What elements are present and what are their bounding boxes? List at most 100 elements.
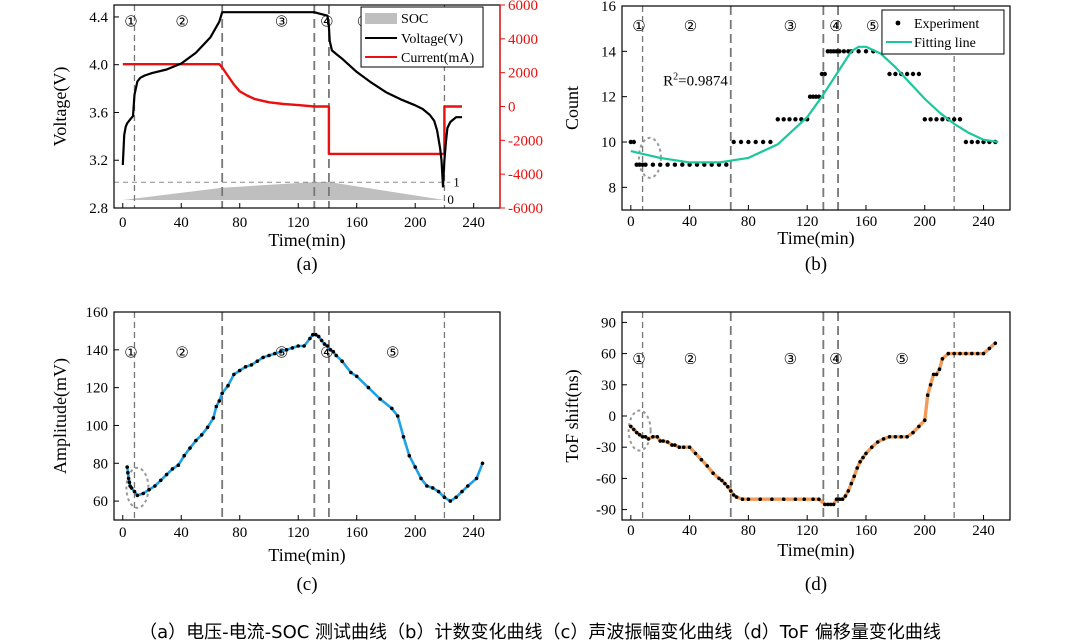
x-axis-label: Time(min) bbox=[268, 545, 345, 566]
tof-point bbox=[917, 424, 921, 429]
plot-frame bbox=[621, 311, 1011, 521]
stage-label: ④ bbox=[320, 14, 333, 30]
y-tick-label: 2.8 bbox=[89, 201, 108, 217]
tof-point bbox=[643, 435, 648, 439]
experiment-point bbox=[694, 162, 700, 167]
tof-point bbox=[770, 497, 774, 502]
experiment-point bbox=[687, 162, 692, 167]
amplitude-point bbox=[401, 435, 406, 439]
amplitude-point bbox=[135, 493, 140, 498]
tof-point bbox=[946, 351, 951, 356]
y-tick-label: 60 bbox=[601, 347, 616, 363]
x-tick-label: 40 bbox=[682, 523, 697, 539]
experiment-point bbox=[746, 139, 751, 145]
y2-tick-label: 4000 bbox=[508, 32, 538, 48]
experiment-point bbox=[934, 117, 939, 122]
tof-point bbox=[840, 497, 845, 502]
x-tick-label: 240 bbox=[972, 214, 995, 230]
legend-box bbox=[881, 9, 1005, 55]
tof-point bbox=[934, 372, 939, 377]
amplitude-point bbox=[164, 472, 169, 477]
tof-point bbox=[711, 471, 715, 476]
y-tick-label: 0 bbox=[609, 409, 617, 425]
amplitude-point bbox=[425, 484, 429, 488]
experiment-point bbox=[904, 71, 910, 77]
tof-point bbox=[923, 418, 927, 423]
tof-point bbox=[681, 445, 686, 450]
amplitude-point bbox=[430, 486, 435, 490]
stage-label: ⑤ bbox=[386, 345, 399, 361]
tof-point bbox=[729, 489, 733, 493]
experiment-point bbox=[658, 162, 663, 167]
amplitude-point bbox=[243, 365, 248, 369]
y-tick-label: 3.2 bbox=[89, 153, 108, 169]
tof-point bbox=[640, 435, 645, 439]
tof-point bbox=[726, 484, 730, 489]
y-tick-label: 4.4 bbox=[89, 10, 108, 26]
legend-soc-swatch bbox=[365, 13, 398, 24]
tof-point bbox=[823, 502, 827, 507]
tof-point bbox=[705, 464, 709, 468]
x-tick-label: 80 bbox=[741, 523, 756, 539]
y-tick-label: 3.6 bbox=[89, 105, 108, 121]
amplitude-point bbox=[176, 463, 181, 468]
y-tick-label: 120 bbox=[86, 381, 109, 397]
chart-d: ① ② ③ ④ ⑤ 0 40 80 120 160 200 240 -90 -60 -30 0 30 60 90 Ti… bbox=[562, 311, 1011, 595]
tof-point bbox=[834, 497, 839, 502]
soc-area bbox=[122, 182, 445, 200]
tof-point bbox=[905, 435, 909, 439]
x-tick-label: 160 bbox=[855, 214, 878, 230]
tof-point bbox=[925, 393, 930, 398]
tof-point bbox=[931, 372, 936, 377]
tof-point bbox=[937, 367, 942, 372]
experiment-point bbox=[822, 71, 827, 77]
experiment-point bbox=[680, 162, 685, 167]
amplitude-point bbox=[322, 342, 327, 346]
amplitude-point bbox=[170, 467, 175, 471]
tof-point bbox=[720, 478, 724, 483]
x-tick-label: 40 bbox=[174, 525, 189, 541]
tof-point bbox=[817, 497, 821, 502]
experiment-point bbox=[916, 71, 922, 77]
legend-voltage-label: Voltage(V) bbox=[401, 32, 463, 47]
experiment-point bbox=[760, 139, 766, 145]
amplitude-point bbox=[390, 406, 394, 411]
tof-point bbox=[632, 427, 636, 432]
x-tick-label: 160 bbox=[345, 525, 368, 541]
x-axis-label: Time(min) bbox=[777, 228, 854, 249]
x-tick-label: 200 bbox=[404, 525, 427, 541]
y-tick-label: 8 bbox=[609, 180, 617, 196]
experiment-point bbox=[753, 139, 758, 145]
y-axis-label: ToF shift(ns) bbox=[562, 369, 583, 462]
experiment-point bbox=[940, 117, 945, 122]
amplitude-point bbox=[249, 363, 254, 367]
tof-point bbox=[646, 437, 651, 441]
amplitude-point bbox=[302, 344, 306, 348]
experiment-point bbox=[893, 71, 898, 77]
y2-tick-label: 6000 bbox=[508, 0, 538, 14]
stage-label: ④ bbox=[320, 345, 333, 361]
x-tick-label: 240 bbox=[972, 523, 995, 539]
legend-current-label: Current(mA) bbox=[401, 51, 474, 66]
fitting-line bbox=[630, 45, 999, 164]
stage-label: ④ bbox=[829, 19, 842, 35]
x-tick-label: 120 bbox=[796, 214, 819, 230]
amplitude-point bbox=[125, 465, 129, 469]
tof-point bbox=[658, 439, 662, 443]
tof-point bbox=[849, 481, 854, 486]
experiment-point bbox=[709, 162, 714, 167]
y-tick-label: -60 bbox=[596, 471, 616, 487]
y-tick-label: 16 bbox=[601, 0, 617, 15]
y-tick-label: 90 bbox=[601, 315, 616, 331]
legend-fit-label: Fitting line bbox=[914, 36, 976, 51]
y-axis-label: Count bbox=[562, 86, 582, 130]
y-tick-label: 14 bbox=[601, 44, 617, 60]
tof-point bbox=[740, 497, 745, 502]
experiment-point bbox=[952, 117, 957, 122]
amplitude-point bbox=[340, 359, 344, 364]
tof-point bbox=[858, 460, 862, 464]
amplitude-point bbox=[314, 332, 318, 337]
y-axis-label: Voltage(V) bbox=[50, 67, 71, 147]
experiment-point bbox=[957, 117, 963, 122]
experiment-point bbox=[650, 162, 656, 167]
